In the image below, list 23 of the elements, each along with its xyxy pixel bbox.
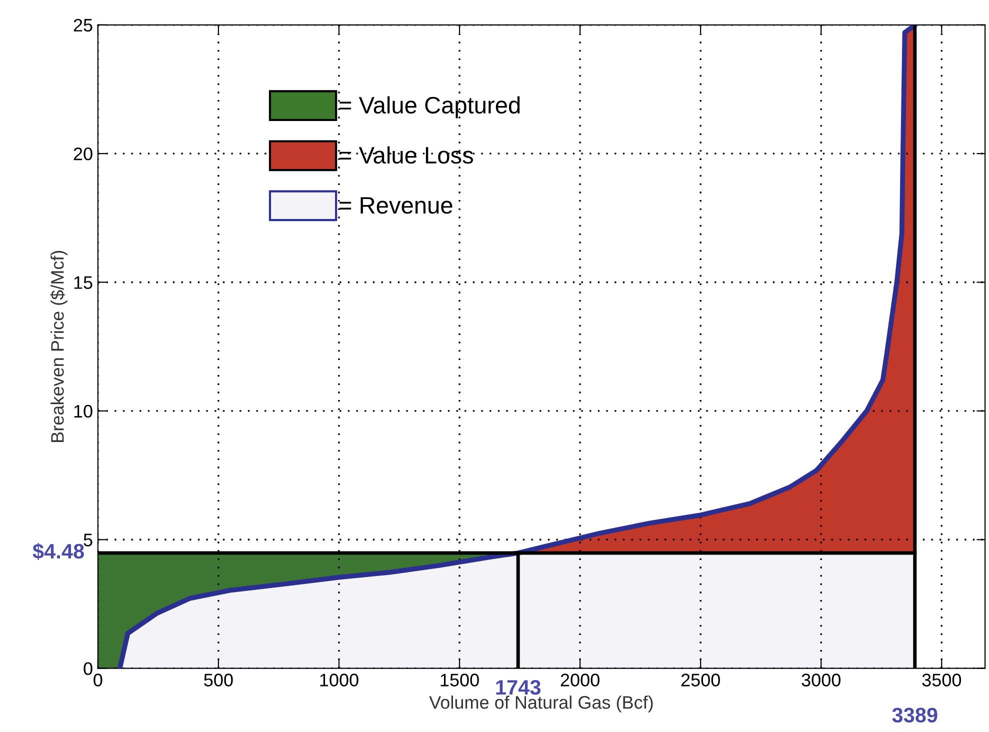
y-tick-label: 0: [84, 662, 92, 676]
x-tick-label: 1500: [440, 674, 479, 686]
x-tick-label: 3500: [922, 674, 962, 686]
x-axis-title: Volume of Natural Gas (Bcf): [429, 696, 653, 712]
x-tick-label: 500: [204, 674, 233, 686]
ref-line-label: 3389: [892, 708, 938, 723]
x-tick-label: 2000: [560, 674, 600, 686]
x-tick-label: 3000: [802, 674, 840, 686]
y-tick-label: 25: [74, 18, 92, 32]
x-tick-label: 2500: [681, 674, 720, 686]
ref-line-label: $4.48: [32, 542, 84, 560]
legend-label: = Value Loss: [340, 146, 474, 164]
y-tick-label: 10: [74, 404, 92, 418]
y-axis-title: Breakeven Price ($/Mcf): [50, 250, 68, 442]
legend-label: = Revenue: [340, 197, 452, 214]
y-tick-label: 15: [74, 276, 92, 289]
y-tick-label: 5: [84, 534, 92, 546]
x-tick-label: 0: [94, 674, 102, 686]
legend-label: = Value Captured: [340, 96, 520, 118]
y-tick-label: 20: [74, 148, 92, 160]
line-series: [117, 24, 918, 668]
ref-line-label: 1743: [496, 680, 541, 695]
x-tick-label: 1000: [320, 674, 358, 686]
